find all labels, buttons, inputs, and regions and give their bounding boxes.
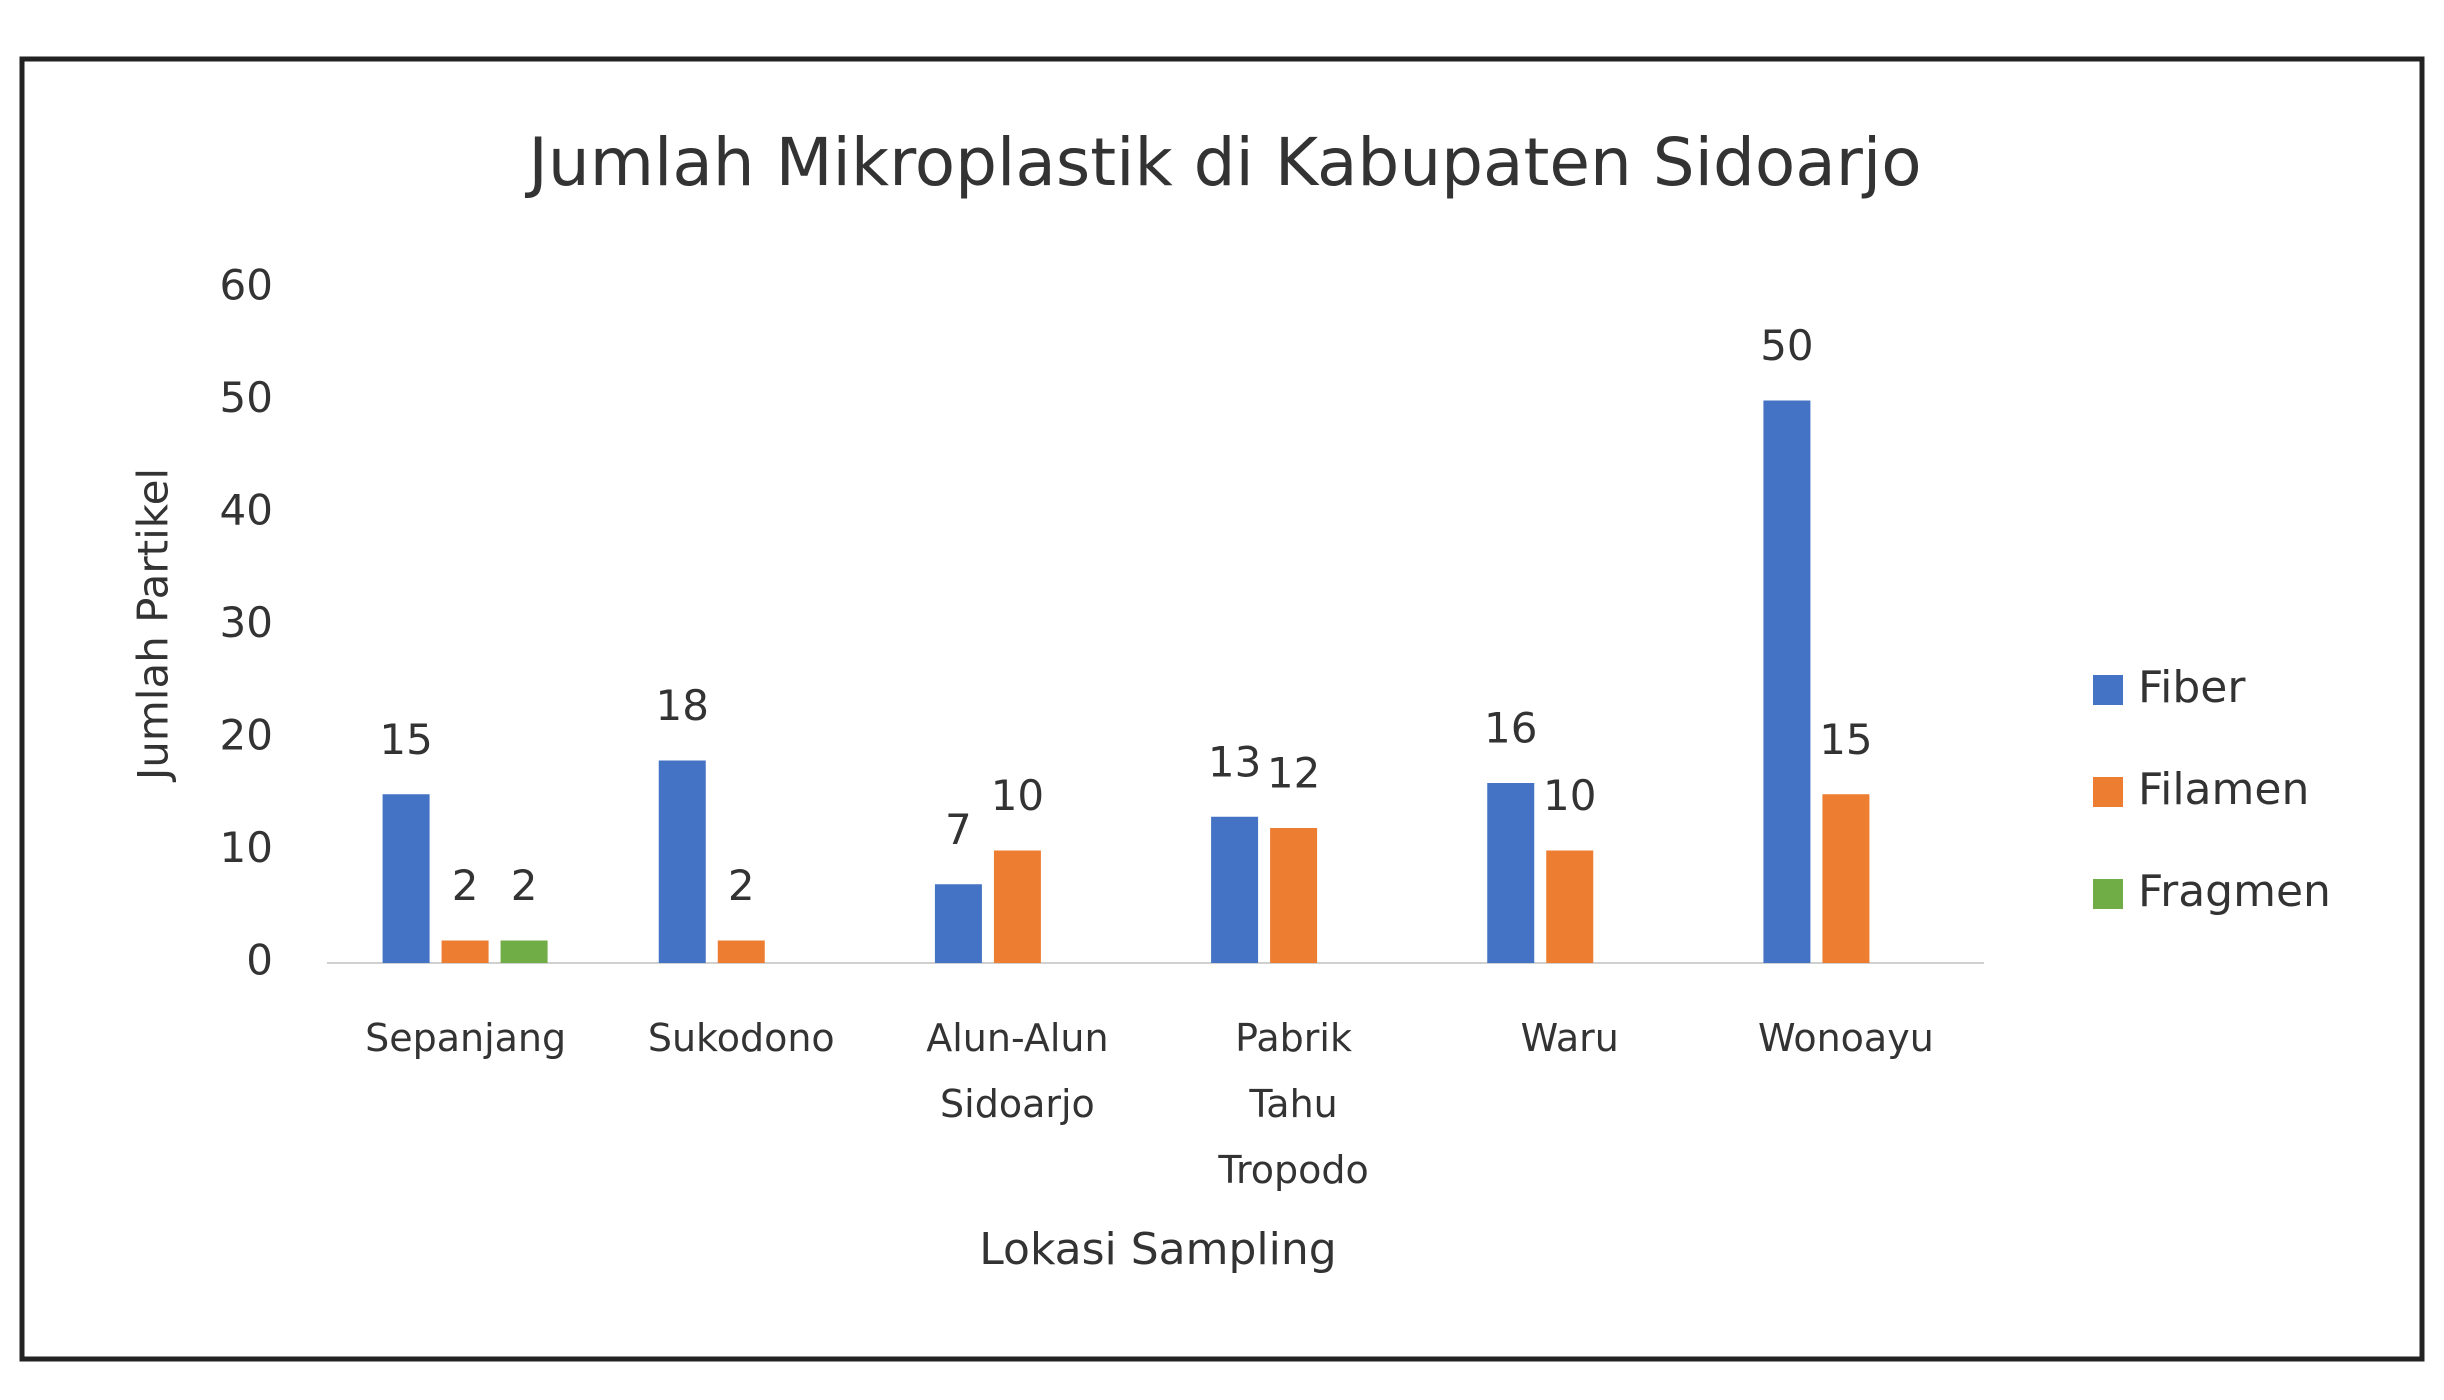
- legend-swatch: [2093, 777, 2123, 807]
- bar: [1763, 400, 1811, 963]
- data-label: 15: [379, 715, 432, 764]
- x-axis-title: Lokasi Sampling: [979, 1224, 1336, 1275]
- chart-title: Jumlah Mikroplastik di Kabupaten Sidoarj…: [524, 124, 1921, 201]
- bar: [382, 794, 430, 963]
- legend-swatch: [2093, 879, 2123, 909]
- data-label: 50: [1760, 321, 1813, 370]
- y-tick-label: 50: [220, 373, 273, 422]
- bar: [500, 940, 548, 963]
- bar: [1211, 816, 1259, 963]
- data-label: 2: [511, 861, 538, 910]
- y-tick-label: 30: [220, 598, 273, 647]
- y-tick-label: 60: [220, 261, 273, 310]
- y-tick-label: 20: [220, 711, 273, 760]
- data-label: 2: [452, 861, 479, 910]
- y-tick-label: 10: [220, 823, 273, 872]
- y-axis-title: Jumlah Partikel: [129, 468, 178, 783]
- data-label: 2: [728, 861, 755, 910]
- x-tick-label: Pabrik Tahu Tropodo: [1218, 1016, 1369, 1192]
- bar: [1270, 828, 1318, 963]
- data-label: 12: [1267, 749, 1320, 798]
- data-label: 13: [1208, 737, 1261, 786]
- data-label: 15: [1819, 715, 1872, 764]
- data-label: 10: [991, 771, 1044, 820]
- bar: [658, 760, 706, 963]
- x-tick-label: Sukodono: [647, 1016, 835, 1060]
- legend-swatch: [2093, 675, 2123, 705]
- bar: [1546, 850, 1594, 963]
- x-tick-label: Waru: [1520, 1016, 1619, 1060]
- legend-label: Fragmen: [2138, 866, 2331, 917]
- x-tick-label: Sepanjang: [365, 1016, 567, 1060]
- x-tick-label: Wonoayu: [1758, 1016, 1934, 1060]
- y-tick-label: 40: [220, 486, 273, 535]
- chart-frame: [19, 56, 2425, 1362]
- legend-label: Fiber: [2138, 662, 2246, 713]
- bar: [1487, 783, 1535, 963]
- data-label: 7: [945, 805, 972, 854]
- data-label: 18: [656, 681, 709, 730]
- data-label: 16: [1484, 704, 1537, 753]
- x-tick-label: Alun-Alun Sidoarjo: [926, 1016, 1109, 1126]
- bar: [993, 850, 1041, 963]
- bar: [441, 940, 489, 963]
- data-label: 10: [1543, 771, 1596, 820]
- bar: [1822, 794, 1870, 963]
- bar: [717, 940, 765, 963]
- y-tick-label: 0: [246, 936, 273, 985]
- bar: [934, 884, 982, 963]
- legend-label: Filamen: [2138, 764, 2309, 815]
